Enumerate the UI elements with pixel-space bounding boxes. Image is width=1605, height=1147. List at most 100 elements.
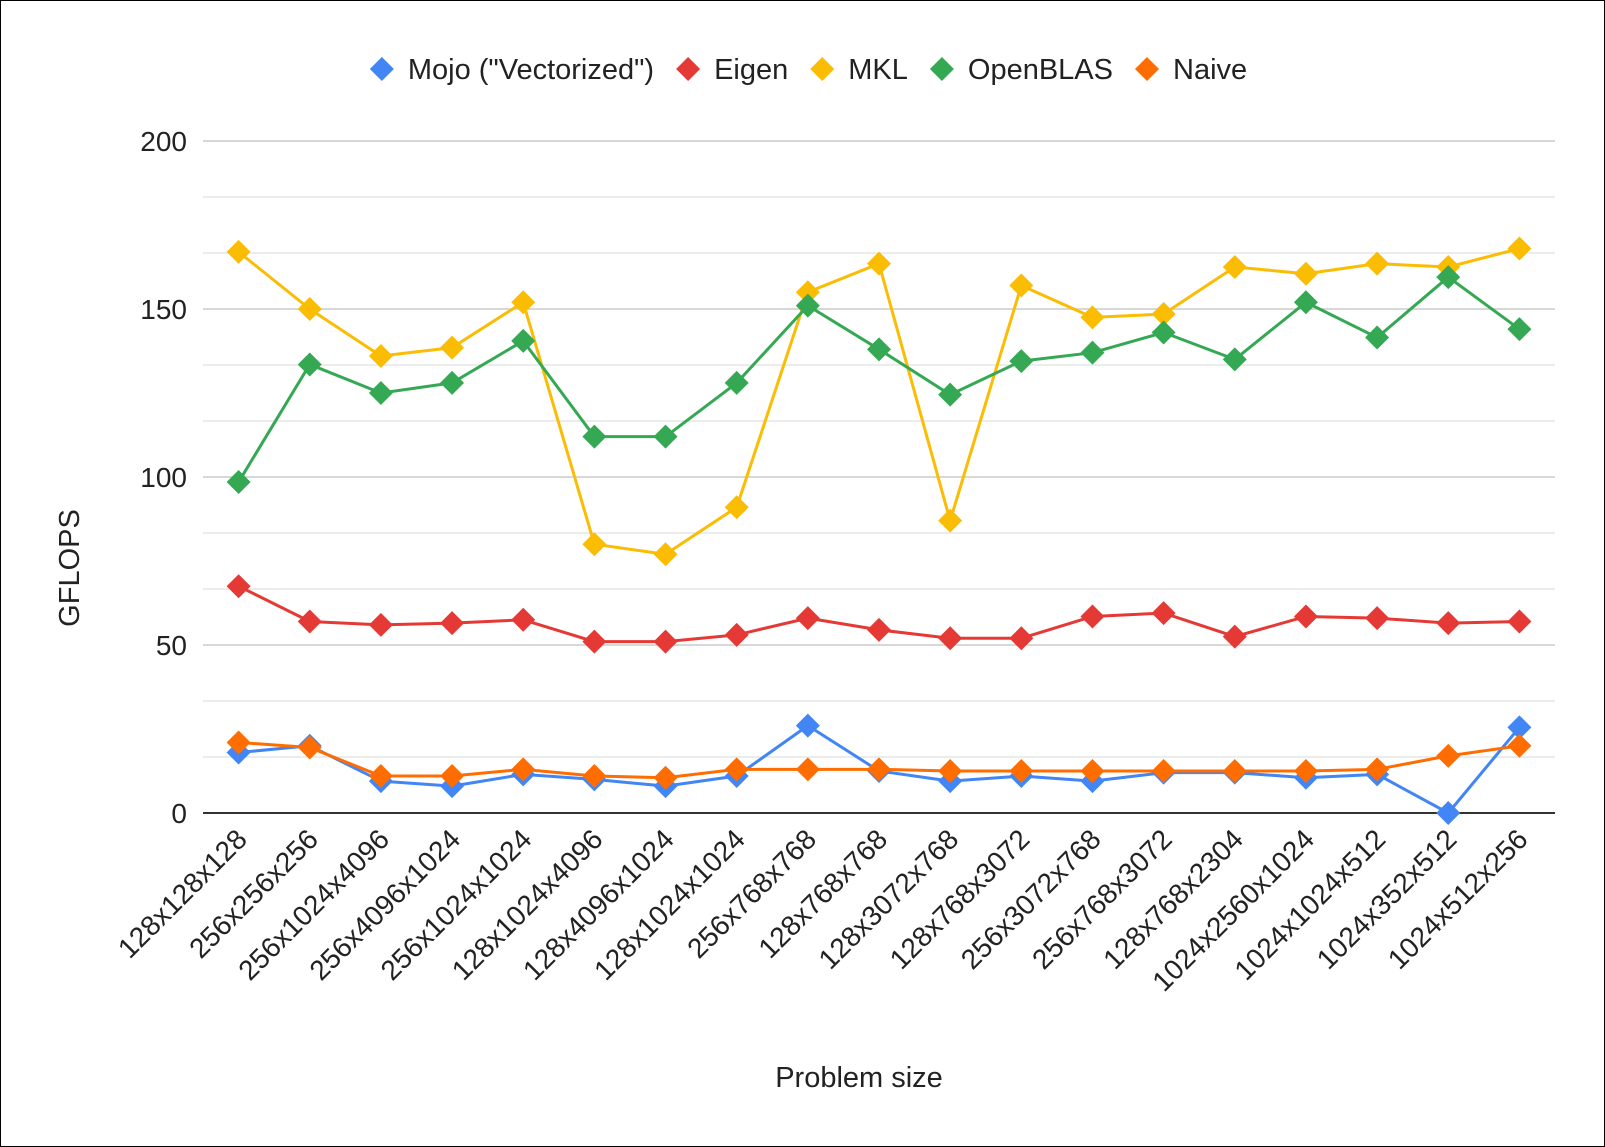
data-point	[867, 251, 891, 276]
data-point	[1009, 273, 1034, 298]
data-point	[1436, 611, 1461, 636]
legend-item: Mojo ("Vectorized")	[369, 54, 654, 86]
data-point	[1436, 801, 1461, 825]
legend-marker	[676, 57, 701, 81]
legend-label: MKL	[848, 54, 908, 86]
data-point	[724, 622, 749, 647]
y-tick-label: 50	[156, 630, 187, 661]
legend-marker	[369, 57, 394, 81]
y-tick-label: 0	[171, 798, 187, 829]
data-point	[795, 293, 820, 318]
y-axis: 0 50 100 150 200	[140, 126, 187, 829]
data-point	[1151, 759, 1176, 783]
data-point	[511, 290, 536, 315]
data-point	[1222, 624, 1247, 649]
series-layer	[226, 236, 1532, 825]
data-point	[867, 757, 891, 782]
data-point	[1222, 347, 1247, 372]
data-point	[1365, 251, 1390, 276]
series-openblas	[226, 265, 1532, 495]
data-point	[440, 764, 465, 789]
data-point	[1080, 759, 1105, 783]
data-point	[1365, 757, 1390, 782]
data-point	[653, 765, 678, 790]
data-point	[368, 612, 393, 637]
data-point	[1080, 604, 1105, 629]
data-point	[440, 370, 465, 395]
legend-label: Naive	[1173, 54, 1247, 86]
data-point	[1009, 349, 1034, 374]
data-point	[938, 626, 963, 651]
data-point	[1009, 626, 1034, 651]
legend-item: MKL	[810, 54, 908, 86]
data-point	[1009, 759, 1034, 783]
series-line	[237, 247, 1520, 556]
data-point	[511, 757, 536, 782]
x-axis: 128x128x128256x256x256256x1024x4096256x4…	[112, 812, 1555, 997]
y-tick-label: 200	[140, 126, 187, 157]
data-point	[1293, 261, 1318, 286]
data-point	[724, 495, 749, 520]
legend-label: Eigen	[714, 54, 788, 86]
data-point	[1222, 255, 1247, 279]
data-point	[582, 764, 607, 789]
gridlines	[203, 140, 1555, 758]
data-point	[795, 757, 820, 782]
y-tick-label: 150	[140, 294, 187, 325]
data-point	[368, 344, 393, 369]
data-point	[226, 574, 251, 599]
y-axis-title: GFLOPS	[54, 509, 86, 627]
data-point	[1507, 609, 1532, 634]
legend-marker	[929, 57, 954, 81]
data-point	[1507, 236, 1532, 261]
data-point	[653, 542, 678, 567]
data-point	[1365, 606, 1390, 631]
series-line	[237, 275, 1521, 483]
legend-item: OpenBLAS	[929, 54, 1113, 86]
data-point	[867, 337, 891, 362]
data-point	[724, 757, 749, 782]
data-point	[226, 239, 251, 264]
data-point	[1151, 320, 1176, 345]
data-point	[511, 328, 536, 353]
data-point	[1436, 265, 1461, 290]
data-point	[511, 607, 536, 632]
data-point	[795, 606, 820, 631]
series-eigen	[226, 574, 1532, 654]
data-point	[1293, 759, 1318, 783]
legend-item: Eigen	[676, 54, 788, 86]
data-point	[795, 280, 820, 305]
legend-label: OpenBLAS	[968, 54, 1113, 86]
series-mkl	[226, 236, 1532, 567]
data-point	[1293, 290, 1318, 315]
legend-label: Mojo ("Vectorized")	[408, 54, 654, 86]
data-point	[297, 297, 322, 321]
data-point	[226, 730, 251, 755]
data-point	[653, 424, 678, 449]
data-point	[1507, 317, 1532, 342]
data-point	[582, 424, 607, 449]
data-point	[938, 382, 963, 407]
legend: Mojo ("Vectorized") Eigen MKL OpenBLAS Naive	[369, 54, 1247, 86]
data-point	[297, 735, 322, 760]
data-point	[1222, 759, 1247, 783]
data-point	[440, 335, 465, 360]
data-point	[1507, 733, 1532, 758]
data-point	[1293, 604, 1318, 629]
data-point	[1436, 743, 1461, 768]
legend-marker	[1135, 57, 1159, 81]
data-point	[724, 370, 749, 395]
data-point	[582, 532, 607, 557]
data-point	[938, 759, 963, 783]
data-point	[1365, 325, 1390, 350]
data-point	[1507, 715, 1532, 740]
data-point	[1080, 305, 1105, 330]
data-point	[1080, 340, 1105, 365]
data-point	[297, 352, 322, 377]
data-point	[368, 381, 393, 405]
data-point	[653, 629, 678, 654]
data-point	[368, 764, 393, 789]
series-naive	[226, 730, 1532, 790]
data-point	[226, 470, 251, 495]
